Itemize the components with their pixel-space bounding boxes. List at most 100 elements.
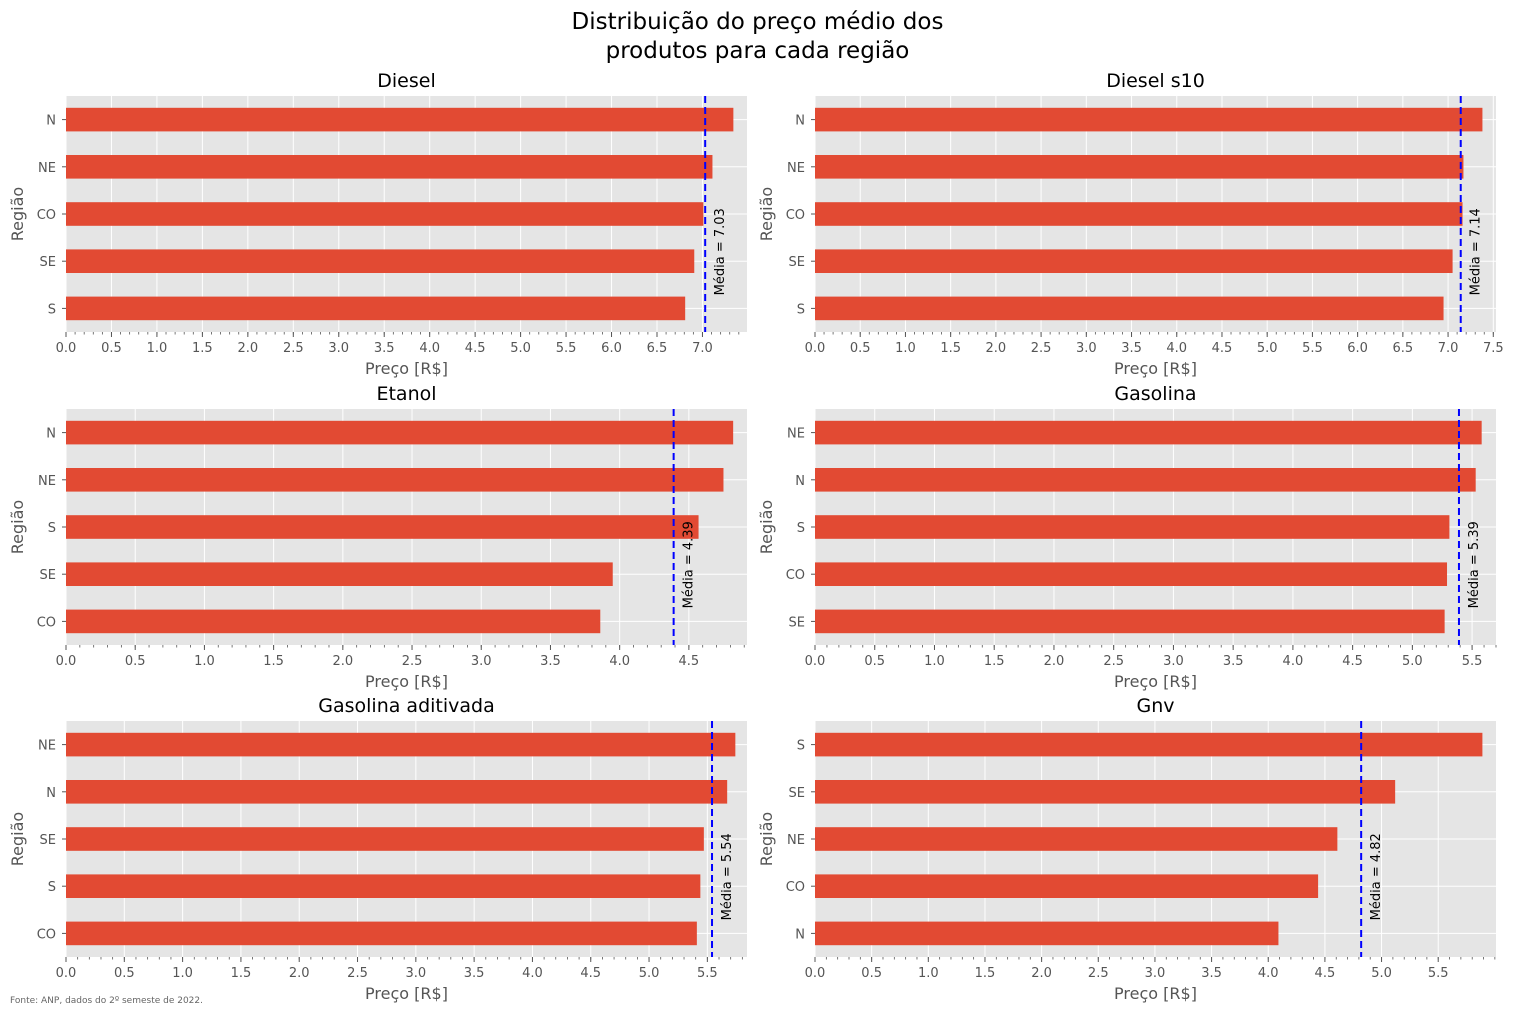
x-tick-label: 0.5: [850, 341, 871, 356]
x-tick-label: 5.5: [1302, 341, 1323, 356]
x-tick-label: 2.0: [289, 966, 310, 981]
x-tick-label: 6.0: [1347, 341, 1368, 356]
bar-NE: [815, 155, 1464, 179]
x-tick-label: 1.0: [147, 341, 168, 356]
x-tick-label: 3.5: [464, 966, 485, 981]
y-tick-label: CO: [37, 208, 56, 223]
subplot-title: Diesel: [377, 70, 435, 92]
bar-N: [66, 420, 734, 445]
x-tick-label: 0.0: [805, 341, 826, 356]
x-tick-label: 4.0: [1166, 341, 1187, 356]
x-tick-label: 3.5: [1121, 341, 1142, 356]
bar-CO: [815, 202, 1463, 226]
y-tick-label: S: [48, 521, 56, 536]
x-tick-label: 1.0: [895, 341, 916, 356]
x-tick-label: 4.5: [1342, 654, 1363, 669]
x-tick-label: 4.0: [1283, 654, 1304, 669]
subplot-4: NE N S CO SE 0.0 0.5 1.0 1.5 2.0 2.5 3.0 3.5 4.0 4.5 5.…: [757, 383, 1497, 691]
mean-label: Média = 5.39: [1467, 521, 1482, 608]
x-tick-label: 3.5: [1223, 654, 1244, 669]
y-axis-label: Região: [8, 812, 27, 866]
bar-NE: [66, 468, 724, 492]
y-tick-label: SE: [789, 786, 805, 801]
y-tick-label: NE: [787, 427, 805, 442]
bar-NE: [66, 155, 713, 179]
bar-NE: [815, 420, 1482, 445]
y-tick-label: SE: [40, 833, 56, 848]
y-tick-label: CO: [37, 615, 56, 630]
x-tick-label: 4.5: [1212, 341, 1233, 356]
x-tick-label: 5.5: [556, 341, 577, 356]
x-tick-label: 5.5: [1428, 966, 1449, 981]
y-tick-label: S: [797, 739, 805, 754]
subplot-1: N NE CO SE S 0.0 0.5 1.0 1.5 2.0 2.5 3.0 3.5 4.0 4.5 5.…: [8, 70, 747, 378]
x-tick-label: 7.0: [1438, 341, 1459, 356]
y-tick-label: N: [46, 114, 56, 129]
bar-S: [815, 515, 1450, 539]
subplot-title: Diesel s10: [1106, 70, 1205, 92]
bar-CO: [66, 202, 704, 226]
x-tick-label: 4.5: [465, 341, 486, 356]
bar-SE: [815, 609, 1445, 634]
y-axis-label: Região: [8, 500, 27, 554]
bar-S: [66, 874, 701, 898]
y-tick-label: N: [795, 114, 805, 129]
x-tick-label: 2.0: [1031, 966, 1052, 981]
x-tick-label: 1.5: [263, 654, 284, 669]
bar-S: [66, 296, 686, 321]
x-tick-label: 1.5: [940, 341, 961, 356]
x-tick-label: 2.0: [1044, 654, 1065, 669]
bar-CO: [66, 609, 601, 634]
bar-S: [815, 296, 1444, 321]
x-tick-label: 3.0: [1145, 966, 1166, 981]
y-tick-label: N: [795, 927, 805, 942]
x-tick-label: 5.5: [1462, 654, 1483, 669]
subplot-title: Etanol: [376, 383, 436, 405]
x-tick-label: 5.0: [1402, 654, 1423, 669]
y-axis-label: Região: [757, 812, 776, 866]
x-tick-label: 2.5: [402, 654, 423, 669]
bar-N: [66, 107, 734, 132]
x-tick-label: 5.0: [639, 966, 660, 981]
bar-N: [66, 780, 728, 804]
y-tick-label: SE: [40, 255, 56, 270]
x-tick-label: 2.5: [1103, 654, 1124, 669]
x-tick-label: 1.5: [975, 966, 996, 981]
x-tick-label: 2.0: [237, 341, 258, 356]
y-tick-label: NE: [38, 474, 56, 489]
x-tick-label: 1.0: [194, 654, 215, 669]
bar-SE: [815, 249, 1453, 273]
y-tick-label: SE: [789, 615, 805, 630]
x-tick-label: 2.0: [332, 654, 353, 669]
x-tick-label: 3.0: [405, 966, 426, 981]
y-axis-label: Região: [8, 187, 27, 241]
x-axis-label: Preço [R$]: [365, 359, 448, 378]
bar-S: [815, 732, 1483, 757]
x-tick-label: 0.5: [861, 966, 882, 981]
x-tick-label: 1.0: [924, 654, 945, 669]
x-tick-label: 0.0: [805, 654, 826, 669]
x-tick-label: 1.5: [984, 654, 1005, 669]
x-tick-label: 0.5: [114, 966, 135, 981]
mean-label: Média = 4.39: [682, 521, 697, 608]
x-tick-label: 4.0: [1258, 966, 1279, 981]
bar-NE: [815, 827, 1338, 851]
x-tick-label: 1.0: [918, 966, 939, 981]
subplot-6: S SE NE CO N 0.0 0.5 1.0 1.5 2.0 2.5 3.0 3.5 4.0 4.5 5.…: [757, 695, 1496, 1003]
x-tick-label: 2.5: [283, 341, 304, 356]
y-axis-label: Região: [757, 187, 776, 241]
subplot-title: Gnv: [1136, 695, 1174, 717]
x-tick-label: 7.0: [692, 341, 713, 356]
x-tick-label: 1.5: [231, 966, 252, 981]
y-tick-label: S: [797, 521, 805, 536]
y-tick-label: N: [46, 427, 56, 442]
bar-N: [815, 921, 1279, 946]
y-tick-label: CO: [786, 208, 805, 223]
x-tick-label: 1.0: [172, 966, 193, 981]
x-tick-label: 4.5: [679, 654, 700, 669]
x-tick-label: 3.0: [1163, 654, 1184, 669]
x-tick-label: 0.5: [125, 654, 146, 669]
y-tick-label: NE: [38, 739, 56, 754]
x-axis-label: Preço [R$]: [1114, 984, 1197, 1003]
